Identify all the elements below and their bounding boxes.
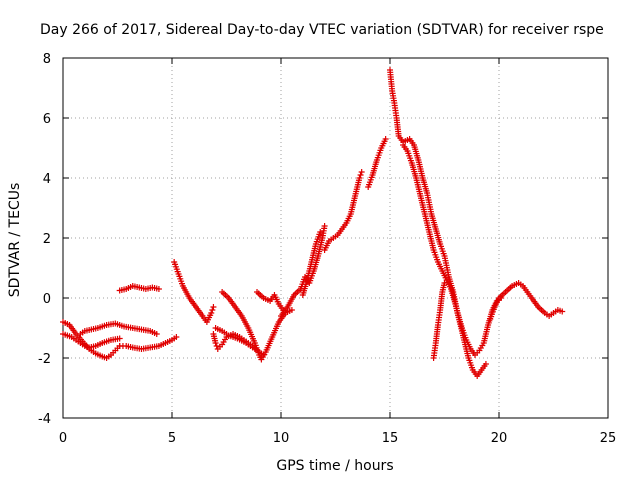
data-point xyxy=(155,286,162,292)
data-point xyxy=(358,169,365,175)
x-tick-label: 20 xyxy=(491,431,508,446)
data-point xyxy=(213,343,220,349)
axis-ticks: 0 5 10 15 20 25 -4 -2 0 2 4 6 8 xyxy=(38,52,616,446)
data-point xyxy=(212,340,219,346)
x-tick-label: 10 xyxy=(273,431,290,446)
x-tick-label: 5 xyxy=(168,431,176,446)
y-tick-label: -4 xyxy=(38,412,51,427)
x-axis-label: GPS time / hours xyxy=(276,458,393,474)
y-tick-label: 8 xyxy=(43,52,51,67)
y-tick-label: 0 xyxy=(43,292,51,307)
y-tick-label: 4 xyxy=(43,172,51,187)
data-point xyxy=(317,229,324,235)
data-point xyxy=(208,310,215,316)
data-point xyxy=(116,335,123,342)
data-point xyxy=(209,307,216,313)
data-points xyxy=(60,67,566,379)
y-axis-label: SDTVAR / TECUs xyxy=(7,183,23,298)
x-tick-label: 0 xyxy=(59,431,67,446)
data-point xyxy=(441,280,448,286)
data-point xyxy=(559,308,566,315)
chart-title: Day 266 of 2017, Sidereal Day-to-day VTE… xyxy=(40,22,604,38)
y-tick-label: 2 xyxy=(43,232,51,247)
x-tick-label: 25 xyxy=(600,431,617,446)
data-point xyxy=(356,175,363,181)
y-tick-label: 6 xyxy=(43,112,51,127)
data-point xyxy=(357,172,364,178)
data-point xyxy=(251,346,258,352)
data-point xyxy=(153,331,160,337)
y-tick-label: -2 xyxy=(38,352,51,367)
data-point xyxy=(173,334,180,340)
data-point xyxy=(210,304,217,310)
data-point xyxy=(482,361,489,367)
data-point xyxy=(288,307,295,313)
x-tick-label: 15 xyxy=(382,431,399,446)
data-point xyxy=(321,223,328,229)
data-point xyxy=(382,136,389,142)
